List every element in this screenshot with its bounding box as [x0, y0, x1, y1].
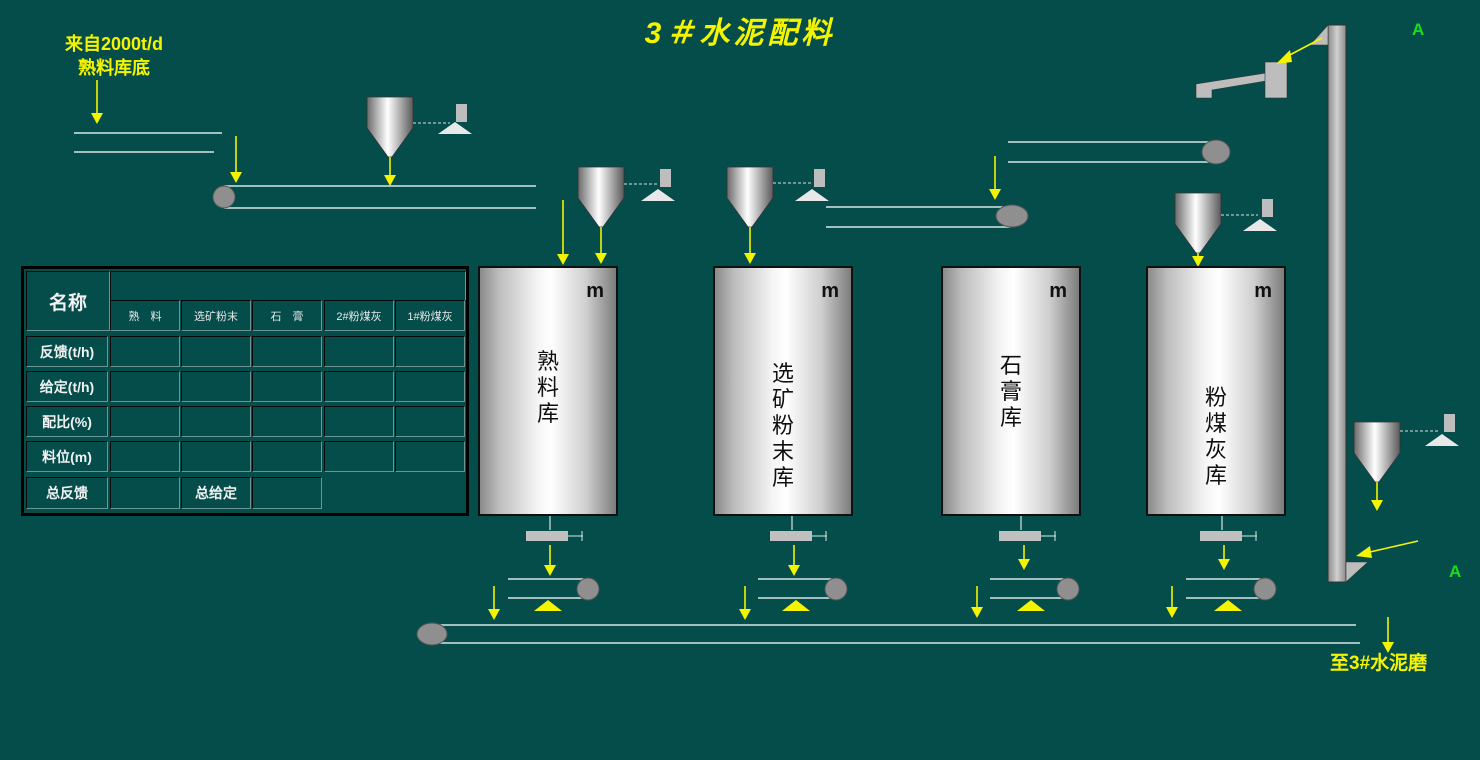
- total-setpoint-label: 总给定: [181, 477, 251, 509]
- column-header-gypsum: 石 膏: [252, 300, 322, 331]
- belt-conveyor-upper-right: [1008, 139, 1231, 165]
- elevator-marker-top: A: [1412, 20, 1425, 39]
- weigh-feeder-ore-powder: [739, 516, 848, 620]
- silo-level-unit: m: [586, 280, 604, 302]
- source-arrow: [91, 80, 103, 124]
- table-cell[interactable]: [110, 406, 180, 437]
- bucket-elevator: [1195, 24, 1419, 583]
- row-header-level: 料位(m): [26, 441, 108, 472]
- table-cell[interactable]: [252, 406, 322, 437]
- silo-level-unit: m: [1254, 280, 1272, 302]
- silo-clinker[interactable]: m 熟 料 库: [478, 266, 618, 516]
- column-header-ore-powder: 选矿粉末: [181, 300, 251, 331]
- incoming-chute-lines: [74, 132, 222, 153]
- destination-label: 至3#水泥磨: [1330, 653, 1428, 674]
- column-header-fly-ash-1: 1#粉煤灰: [395, 300, 465, 331]
- weigh-feeder-fly-ash: [1166, 516, 1277, 618]
- elevator-marker-bottom: A: [1449, 562, 1462, 581]
- table-cell[interactable]: [181, 441, 251, 472]
- table-cell[interactable]: [324, 336, 394, 367]
- row-header-setpoint: 给定(t/h): [26, 371, 108, 402]
- weigh-feeder-clinker: [488, 516, 600, 620]
- output-arrow: [1382, 617, 1394, 653]
- table-cell[interactable]: [252, 371, 322, 402]
- table-cell[interactable]: [181, 336, 251, 367]
- silo-label: 熟 料 库: [536, 350, 559, 427]
- batching-data-table: 名称 熟 料 选矿粉末 石 膏 2#粉煤灰 1#粉煤灰 反馈(t/h) 给定(t…: [21, 266, 469, 516]
- weigh-feeder-gypsum: [971, 516, 1080, 618]
- table-header-name: 名称: [26, 271, 110, 331]
- source-label-line2: 熟料库底: [78, 58, 150, 78]
- table-cell[interactable]: [252, 441, 322, 472]
- silo-fly-ash[interactable]: m 粉 煤 灰 库: [1146, 266, 1286, 516]
- column-header-clinker: 熟 料: [110, 300, 180, 331]
- silo-gypsum[interactable]: m 石 膏 库: [941, 266, 1081, 516]
- table-cell[interactable]: [324, 371, 394, 402]
- table-cell[interactable]: [395, 371, 465, 402]
- dust-hopper: [1353, 414, 1459, 511]
- total-setpoint-value[interactable]: [252, 477, 322, 509]
- table-cell[interactable]: [324, 406, 394, 437]
- table-cell[interactable]: [181, 406, 251, 437]
- total-feedback-label: 总反馈: [26, 477, 108, 509]
- silo-level-unit: m: [821, 280, 839, 302]
- dust-hopper: [726, 166, 829, 264]
- silo-label: 粉 煤 灰 库: [1204, 386, 1227, 489]
- table-cell[interactable]: [181, 371, 251, 402]
- table-header-spacer: [110, 271, 466, 300]
- silo-label: 石 膏 库: [999, 354, 1022, 431]
- row-header-feedback: 反馈(t/h): [26, 336, 108, 367]
- silo-ore-powder[interactable]: m 选 矿 粉 末 库: [713, 266, 853, 516]
- feed-arrow: [230, 136, 242, 183]
- dust-hopper: [1174, 192, 1277, 267]
- table-cell[interactable]: [110, 371, 180, 402]
- feed-arrow: [557, 200, 569, 265]
- silo-label: 选 矿 粉 末 库: [771, 362, 794, 491]
- dust-hopper: [577, 166, 675, 264]
- table-cell[interactable]: [252, 336, 322, 367]
- feed-arrow: [989, 156, 1001, 200]
- main-collecting-belt: [416, 622, 1360, 646]
- table-cell[interactable]: [395, 441, 465, 472]
- table-cell[interactable]: [395, 336, 465, 367]
- row-header-ratio: 配比(%): [26, 406, 108, 437]
- dust-hopper: [366, 96, 472, 186]
- source-label-line1: 来自2000t/d: [64, 34, 164, 54]
- total-feedback-value[interactable]: [110, 477, 180, 509]
- table-cell[interactable]: [324, 441, 394, 472]
- column-header-fly-ash-2: 2#粉煤灰: [324, 300, 394, 331]
- silo-level-unit: m: [1049, 280, 1067, 302]
- table-cell[interactable]: [110, 441, 180, 472]
- source-label: 来自2000t/d 熟料库底: [44, 32, 184, 80]
- belt-conveyor-gypsum: [826, 204, 1029, 228]
- table-cell[interactable]: [395, 406, 465, 437]
- table-cell[interactable]: [110, 336, 180, 367]
- page-title: 3＃水泥配料: [644, 17, 836, 50]
- belt-conveyor-upper-left: [212, 185, 536, 209]
